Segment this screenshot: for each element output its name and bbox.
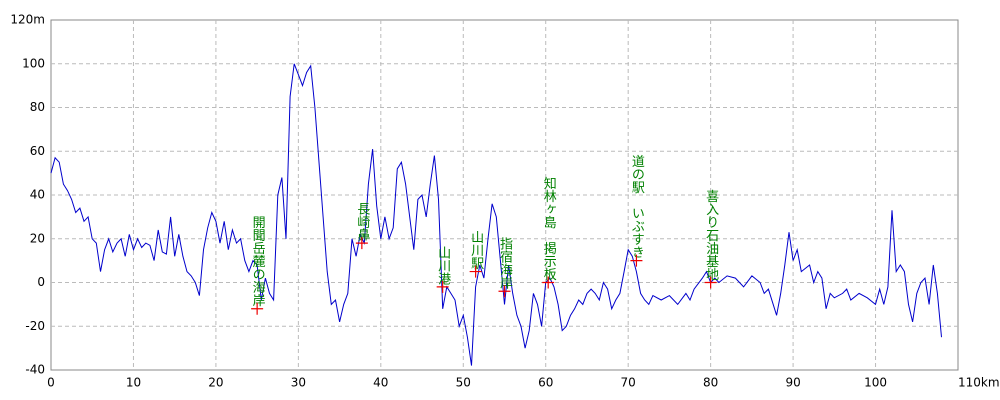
- y-tick-label: -20: [25, 319, 45, 333]
- y-tick-label: 20: [30, 231, 45, 245]
- y-tick-label: 120m: [10, 13, 45, 27]
- annotation-label: 喜入り石油基地: [703, 190, 719, 281]
- x-tick-label: 10: [126, 376, 141, 390]
- annotation-marker: [251, 302, 264, 315]
- annotation-marker: [498, 285, 511, 298]
- annotation-marker: [630, 254, 643, 267]
- annotation-label: 知林ヶ島 掲示板: [541, 176, 557, 282]
- annotation-marker: [469, 265, 482, 278]
- annotation-marker: [436, 280, 449, 293]
- y-tick-label: -40: [25, 363, 45, 377]
- plot-area: [50, 19, 959, 371]
- x-tick-label: 70: [621, 376, 636, 390]
- x-tick-label: 90: [785, 376, 800, 390]
- x-tick-label: 50: [456, 376, 471, 390]
- x-tick-label: 110km: [958, 376, 1000, 390]
- elevation-line: [50, 63, 942, 366]
- y-tick-label: 60: [30, 144, 45, 158]
- annotation-label: 山川駅: [468, 231, 484, 271]
- annotation-label: 開聞岳麓の海岸: [250, 216, 266, 307]
- x-tick-label: 20: [208, 376, 223, 390]
- annotation-marker: [704, 276, 717, 289]
- annotation-label: 指宿海岸: [497, 237, 513, 289]
- annotation-label: 長崎鼻: [354, 202, 370, 242]
- x-tick-label: 60: [538, 376, 553, 390]
- x-tick-label: 0: [47, 376, 55, 390]
- annotation-marker: [542, 276, 555, 289]
- x-tick-label: 100: [864, 376, 887, 390]
- annotation-label: 道の駅 いぶすき: [629, 155, 645, 259]
- annotation-label: 山川港: [435, 246, 451, 285]
- y-tick-label: 100: [22, 56, 45, 70]
- x-tick-label: 40: [373, 376, 388, 390]
- y-tick-label: 40: [30, 188, 45, 202]
- x-tick-label: 80: [703, 376, 718, 390]
- annotation-marker: [355, 237, 368, 250]
- x-tick-label: 30: [291, 376, 306, 390]
- y-tick-label: 0: [37, 275, 45, 289]
- y-tick-label: 80: [30, 100, 45, 114]
